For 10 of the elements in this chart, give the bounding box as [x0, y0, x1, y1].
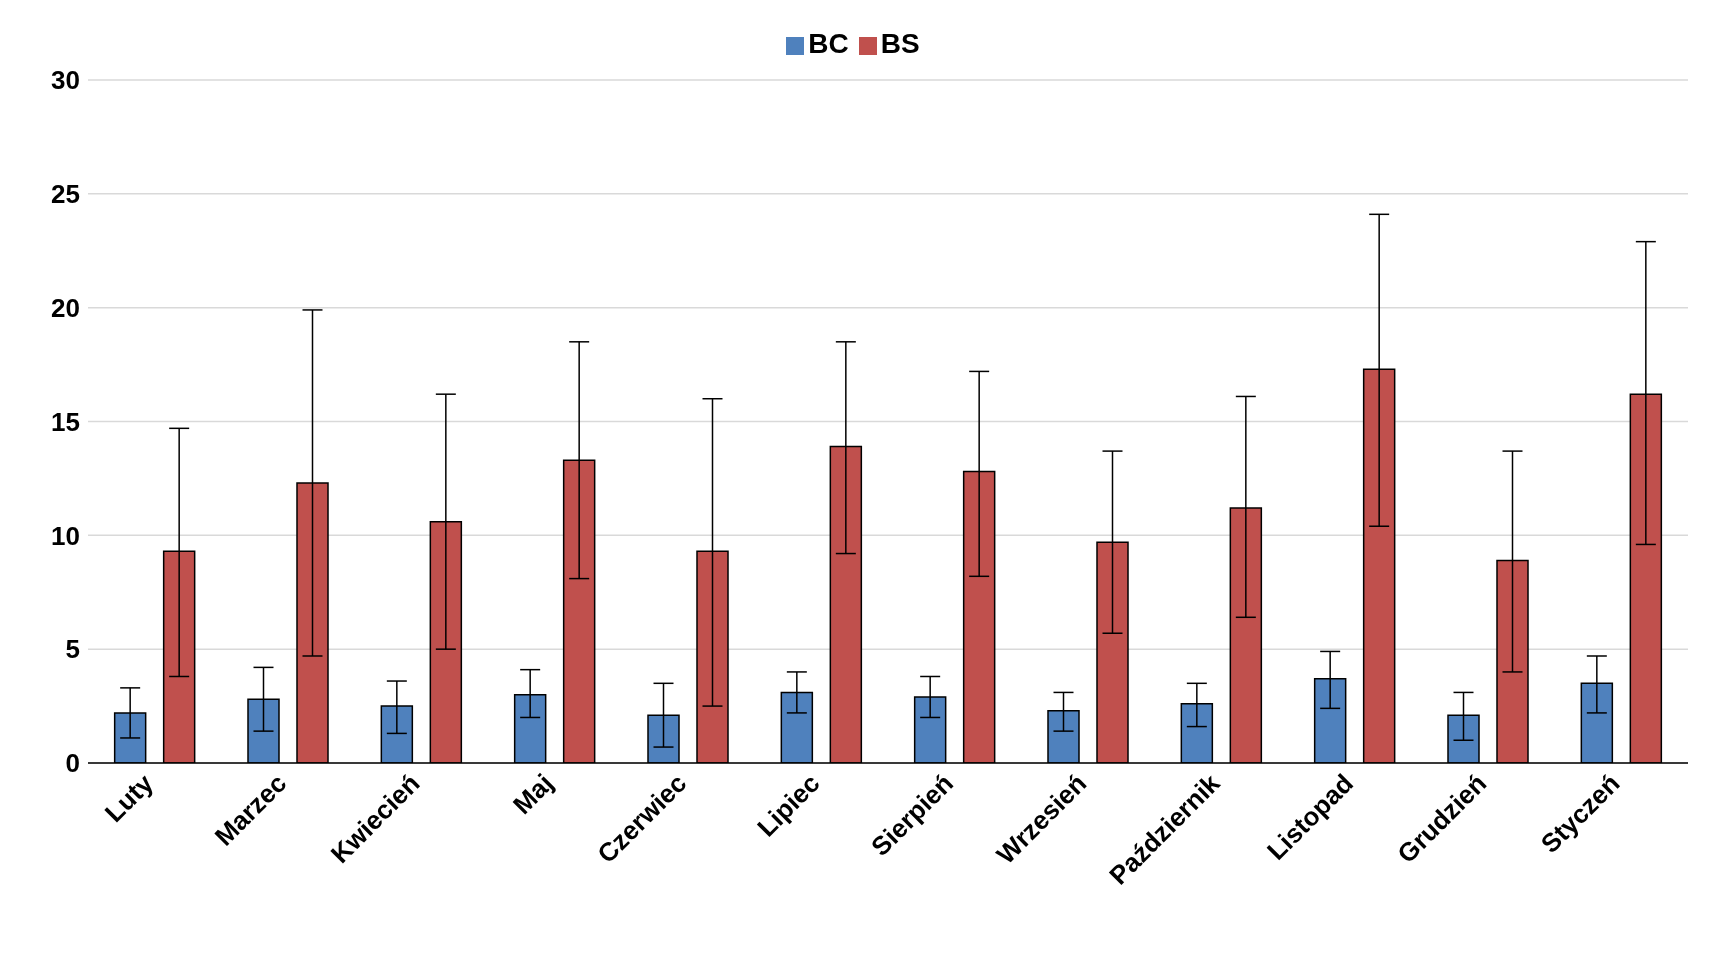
y-tick-label: 10 — [51, 520, 80, 551]
y-tick-label: 30 — [51, 65, 80, 96]
y-tick-label: 5 — [65, 634, 80, 665]
y-tick-label: 20 — [51, 292, 80, 323]
y-tick-label: 25 — [51, 179, 80, 210]
legend-label: BC — [808, 28, 849, 59]
y-tick-label: 0 — [65, 748, 80, 779]
y-tick-label: 15 — [51, 406, 80, 437]
x-tick-label: Maj — [507, 768, 559, 820]
legend-label: BS — [880, 28, 920, 59]
